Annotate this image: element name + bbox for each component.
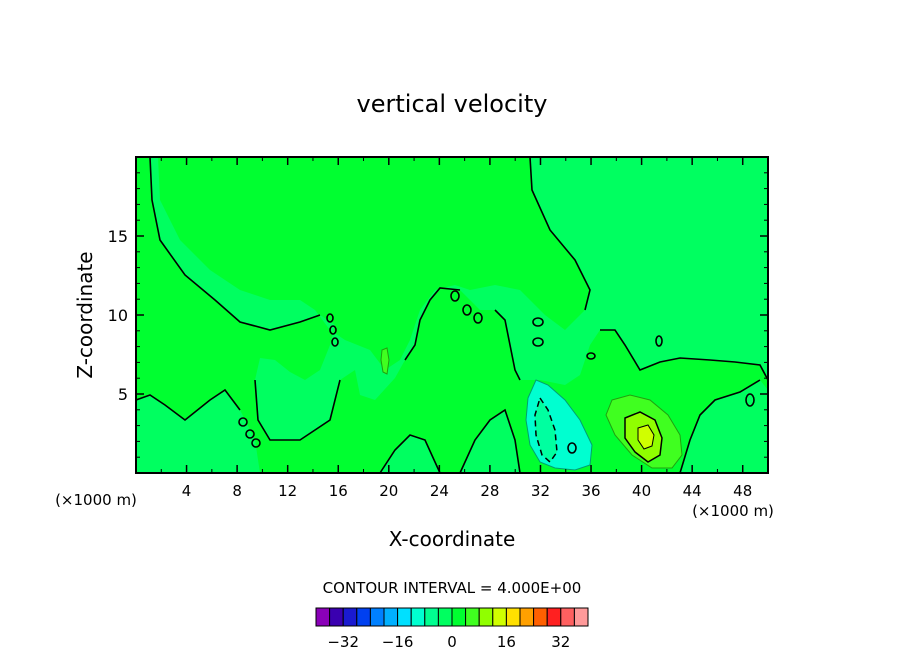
x-tick-label: 24 <box>430 482 449 500</box>
colorbar-swatch <box>546 607 562 627</box>
x-tick-label: 8 <box>232 482 242 500</box>
x-tick-label: 44 <box>683 482 702 500</box>
contour-fill-region-3 <box>380 435 440 473</box>
colorbar-tick-label: 0 <box>447 633 457 651</box>
contour-fill-region-5 <box>460 410 520 473</box>
y-axis-label: Z-coordinate <box>73 251 97 378</box>
colorbar-swatch <box>451 607 467 627</box>
colorbar-swatch <box>342 607 358 627</box>
colorbar-swatch <box>424 607 439 627</box>
colorbar-swatch <box>437 607 453 627</box>
colorbar: −32 −16 0 16 32 <box>315 607 589 651</box>
contour-fill-region-1 <box>150 157 768 440</box>
y-tick-label: 10 <box>108 306 128 325</box>
x-unit-left: (×1000 m) <box>55 491 137 509</box>
x-tick-label: 48 <box>733 482 752 500</box>
colorbar-swatch <box>505 607 521 627</box>
x-tick-label: 16 <box>329 482 348 500</box>
colorbar-tick-label: −32 <box>327 633 359 651</box>
colorbar-tick-label: 32 <box>551 633 570 651</box>
colorbar-swatch <box>519 607 535 627</box>
x-tick-label: 28 <box>480 482 499 500</box>
x-axis: 4 8 12 16 20 24 28 32 36 40 44 48 <box>160 157 769 500</box>
colorbar-swatch <box>533 607 548 627</box>
x-tick-label: 12 <box>278 482 297 500</box>
colorbar-swatch <box>560 607 575 627</box>
x-axis-label: X-coordinate <box>389 527 516 551</box>
colorbar-swatch <box>383 607 399 627</box>
colorbar-swatch <box>410 607 426 627</box>
plot-area <box>135 156 769 474</box>
x-tick-label: 4 <box>182 482 192 500</box>
colorbar-swatch <box>315 607 331 627</box>
colorbar-swatch <box>492 607 507 627</box>
colorbar-swatch <box>329 607 344 627</box>
y-tick-label: 15 <box>108 227 128 246</box>
x-unit-right: (×1000 m) <box>692 502 774 520</box>
x-tick-label: 32 <box>531 482 550 500</box>
y-tick-label: 5 <box>118 385 128 404</box>
updraft-fill-inner <box>637 424 655 450</box>
colorbar-swatch <box>369 607 385 627</box>
chart-title: vertical velocity <box>357 90 548 118</box>
x-tick-label: 40 <box>632 482 651 500</box>
updraft-fill-small <box>380 347 390 375</box>
y-axis: 5 10 15 <box>108 172 768 458</box>
contour-fill-region-2 <box>136 390 260 473</box>
colorbar-swatch <box>397 607 412 627</box>
colorbar-swatch <box>356 607 371 627</box>
x-tick-label: 20 <box>379 482 398 500</box>
downdraft-fill-inner <box>534 396 558 464</box>
colorbar-swatch <box>465 607 480 627</box>
colorbar-swatch <box>478 607 494 627</box>
colorbar-tick-label: −16 <box>382 633 414 651</box>
contour-lines <box>135 156 769 474</box>
colorbar-tick-label: 16 <box>497 633 516 651</box>
contour-interval-label: CONTOUR INTERVAL = 4.000E+00 <box>323 579 582 597</box>
x-tick-label: 36 <box>581 482 600 500</box>
colorbar-swatch <box>573 607 589 627</box>
